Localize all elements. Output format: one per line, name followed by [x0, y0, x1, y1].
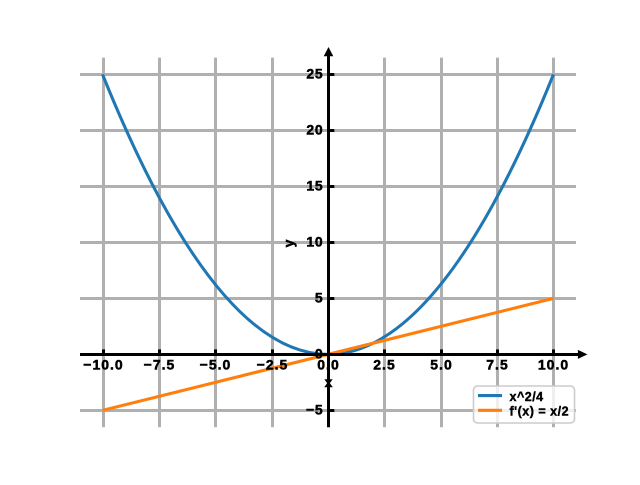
svg-text:25: 25: [306, 66, 323, 82]
svg-text:20: 20: [306, 122, 323, 138]
svg-text:x: x: [325, 374, 333, 390]
svg-text:5.0: 5.0: [430, 357, 452, 373]
svg-text:f'(x) = x/2: f'(x) = x/2: [510, 404, 570, 418]
svg-text:−10.0: −10.0: [83, 357, 123, 373]
svg-text:7.5: 7.5: [486, 357, 508, 373]
svg-text:2.5: 2.5: [373, 357, 395, 373]
svg-text:−7.5: −7.5: [144, 357, 176, 373]
svg-text:−5: −5: [306, 402, 324, 418]
svg-text:−5.0: −5.0: [200, 357, 232, 373]
svg-text:10: 10: [306, 234, 323, 250]
svg-text:10.0: 10.0: [538, 357, 569, 373]
svg-text:0: 0: [315, 346, 324, 362]
svg-text:15: 15: [306, 178, 323, 194]
svg-text:x^2/4: x^2/4: [510, 390, 544, 404]
svg-text:5: 5: [315, 290, 324, 306]
svg-text:y: y: [281, 239, 297, 247]
svg-text:0.0: 0.0: [317, 357, 339, 373]
svg-text:−2.5: −2.5: [257, 357, 289, 373]
